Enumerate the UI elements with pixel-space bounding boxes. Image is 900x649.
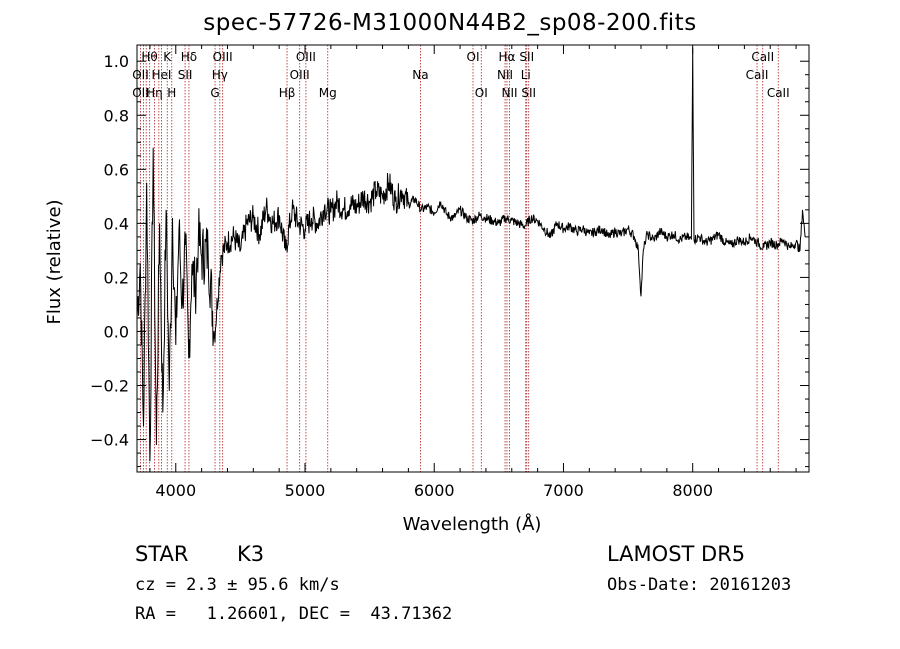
spectrum-line-0: [136, 47, 806, 462]
x-axis-ticks: 4000 5000 6000 7000 8000: [149, 45, 797, 500]
line-label-11: SII: [178, 68, 193, 82]
line-label-17: OII: [132, 86, 149, 100]
object-class: STAR: [135, 542, 189, 566]
line-label-6: Hα: [499, 50, 516, 64]
line-label-1: K: [163, 50, 172, 64]
line-label-14: NII: [497, 68, 513, 82]
y-tick-label-5: 0.6: [104, 160, 129, 179]
y-tick-label-4: 0.4: [104, 214, 129, 233]
line-label-26: SII: [521, 86, 536, 100]
object-subclass: K3: [237, 542, 265, 566]
x-tick-label-1: 5000: [285, 481, 326, 500]
line-label-5: OI: [467, 50, 480, 64]
y-tick-label-6: 0.8: [104, 106, 129, 125]
y-tick-label-1: −0.2: [90, 377, 129, 396]
line-label-12: Hγ: [212, 68, 228, 82]
x-tick-label-2: 6000: [414, 481, 455, 500]
y-tick-label-2: 0.0: [104, 322, 129, 341]
line-label-25: NII: [502, 86, 518, 100]
coordinates: RA = 1.26601, DEC = 43.71362: [135, 604, 453, 624]
line-label-18: Hη: [146, 86, 163, 100]
x-axis-label: Wavelength (Å): [403, 513, 542, 535]
line-label-8: CaII: [751, 50, 774, 64]
x-tick-label-4: 8000: [672, 481, 713, 500]
y-axis-label: Flux (relative): [44, 199, 65, 324]
survey-release: LAMOST DR5: [607, 542, 746, 566]
line-label-7: SII: [519, 50, 534, 64]
line-label-23: Na: [412, 68, 428, 82]
redshift-line: cz = 2.3 ± 95.6 km/s: [135, 575, 340, 595]
plot-frame: [136, 44, 810, 473]
line-label-13: OIII: [290, 68, 310, 82]
x-tick-label-3: 7000: [543, 481, 584, 500]
spectrum-series: [136, 47, 806, 462]
line-label-21: Hβ: [279, 86, 296, 100]
line-markers: [140, 45, 779, 472]
obs-date: Obs-Date: 20161203: [607, 575, 792, 595]
y-tick-label-0: −0.4: [90, 431, 129, 450]
line-label-10: HeI: [151, 68, 171, 82]
line-label-20: G: [210, 86, 219, 100]
line-label-16: CaII: [746, 68, 769, 82]
line-label-2: Hδ: [181, 50, 197, 64]
y-axis-ticks: −0.4 −0.2 0.0 0.2 0.4 0.6 0.8 1.0: [90, 52, 809, 468]
line-label-22: Mg: [319, 86, 337, 100]
x-tick-label-0: 4000: [155, 481, 196, 500]
y-tick-label-3: 0.2: [104, 268, 129, 287]
line-label-4: OIII: [296, 50, 316, 64]
line-label-27: CaII: [767, 86, 790, 100]
line-label-3: OIII: [213, 50, 233, 64]
line-label-19: H: [167, 86, 176, 100]
y-tick-label-7: 1.0: [104, 52, 129, 71]
line-label-15: Li: [521, 68, 531, 82]
chart-title: spec-57726-M31000N44B2_sp08-200.fits: [203, 10, 697, 36]
line-label-24: OI: [475, 86, 488, 100]
line-label-0: Hθ: [141, 50, 157, 64]
